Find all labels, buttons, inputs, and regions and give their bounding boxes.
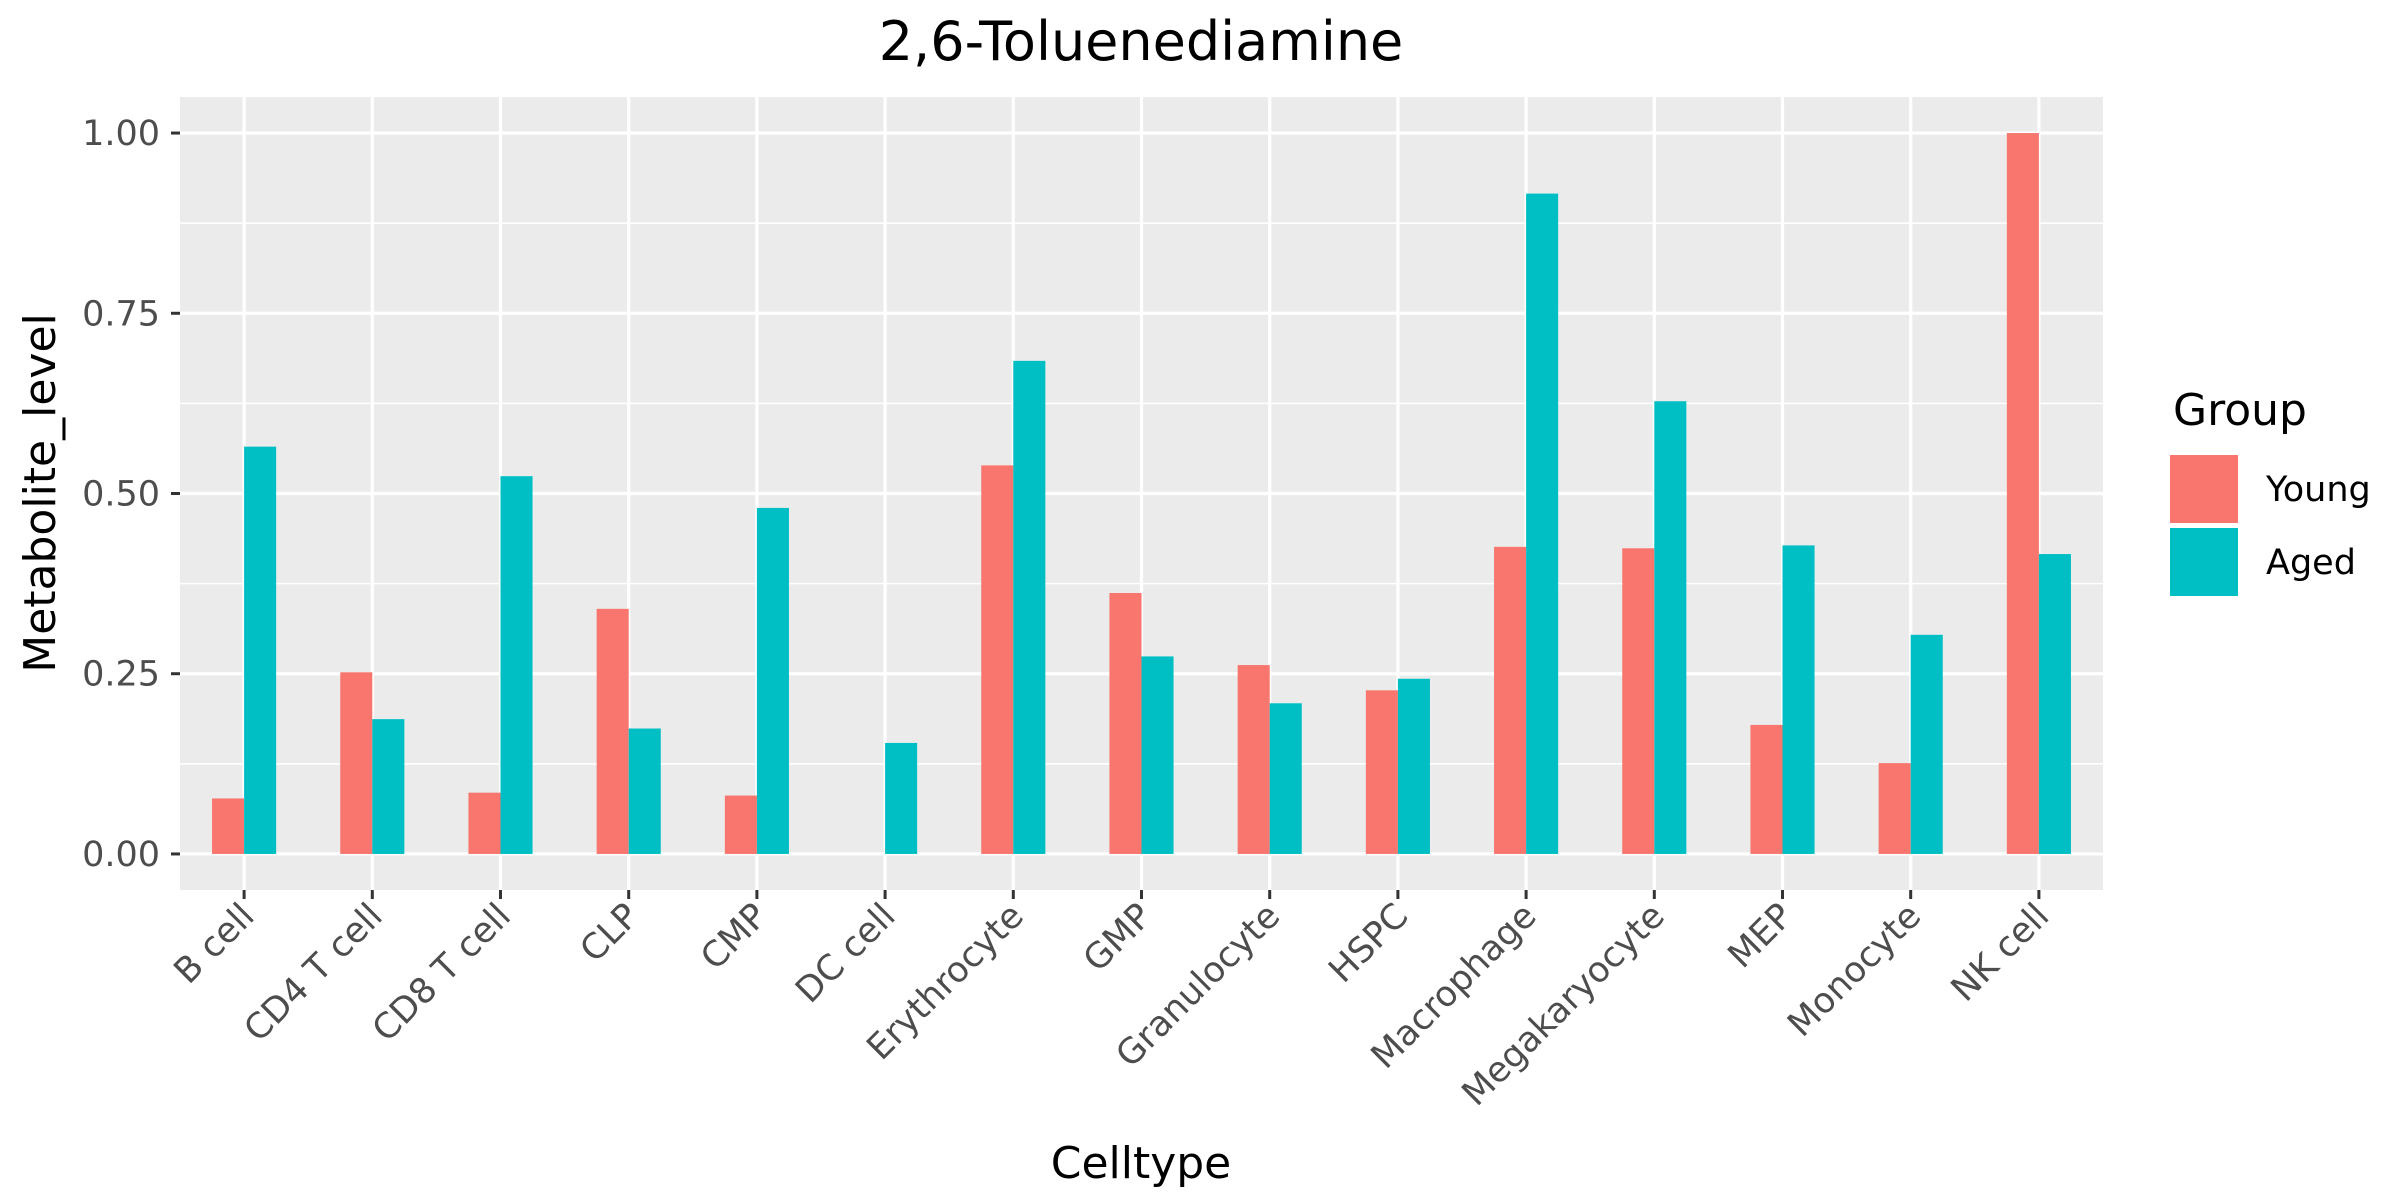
bar-young	[1365, 690, 1398, 854]
bar-young	[596, 608, 629, 854]
legend-items: Young Aged	[2170, 455, 2371, 596]
legend-title: Group	[2173, 385, 2307, 436]
x-tick-label: CD4 T cell	[237, 896, 391, 1050]
bar-aged	[1397, 678, 1430, 854]
bar-young	[981, 465, 1014, 854]
legend: Group Young Aged	[2170, 385, 2371, 596]
legend-key-aged	[2170, 528, 2238, 596]
y-axis: 0.00 0.25 0.50 0.75 1.00	[82, 114, 180, 875]
x-tick-label: CD8 T cell	[365, 896, 519, 1050]
x-tick-label: CMP	[693, 896, 775, 978]
bar-young	[468, 792, 501, 854]
bar-aged	[500, 476, 533, 854]
bar-aged	[1526, 193, 1559, 854]
bar-aged	[244, 446, 277, 854]
bar-young	[1622, 548, 1655, 854]
bar-young	[1109, 592, 1142, 854]
legend-key-young	[2170, 455, 2238, 523]
y-tick-label: 1.00	[82, 114, 160, 154]
y-tick-label: 0.25	[82, 655, 160, 695]
bar-aged	[1013, 360, 1046, 854]
legend-label: Aged	[2266, 543, 2356, 583]
bar-aged	[628, 728, 661, 854]
bar-young	[1237, 665, 1270, 854]
x-tick-label: NK cell	[1944, 896, 2057, 1009]
bar-aged	[1654, 401, 1687, 854]
y-tick-label: 0.75	[82, 294, 160, 334]
chart-title: 2,6-Toluenediamine	[879, 10, 1404, 73]
bar-aged	[1782, 545, 1815, 854]
bar-young	[1494, 546, 1527, 854]
bar-young	[2006, 133, 2039, 854]
x-axis-title: Celltype	[1051, 1138, 1232, 1189]
bar-aged	[372, 719, 405, 854]
x-tick-label: MEP	[1721, 896, 1801, 976]
bar-aged	[1269, 703, 1302, 854]
x-tick-label: CLP	[573, 896, 647, 970]
bar-aged	[756, 507, 789, 854]
y-axis-title: Metabolite_level	[15, 313, 66, 673]
bar-aged	[2038, 554, 2071, 854]
bar-young	[212, 798, 245, 854]
x-tick-label: GMP	[1076, 896, 1160, 980]
bar-young	[724, 795, 757, 854]
bar-aged	[1141, 656, 1174, 854]
bar-aged	[1910, 634, 1943, 854]
y-tick-label: 0.00	[82, 835, 160, 875]
bar-young	[1878, 763, 1911, 854]
bar-young	[1750, 724, 1783, 854]
x-tick-label: DC cell	[788, 896, 903, 1011]
x-tick-label: B cell	[167, 896, 263, 992]
x-tick-label: HSPC	[1321, 896, 1416, 991]
legend-label: Young	[2265, 470, 2371, 510]
y-tick-label: 0.50	[82, 475, 160, 515]
x-tick-label: Monocyte	[1780, 896, 1929, 1045]
bars	[212, 133, 2071, 854]
bar-young	[340, 672, 373, 854]
bar-aged	[885, 742, 918, 854]
